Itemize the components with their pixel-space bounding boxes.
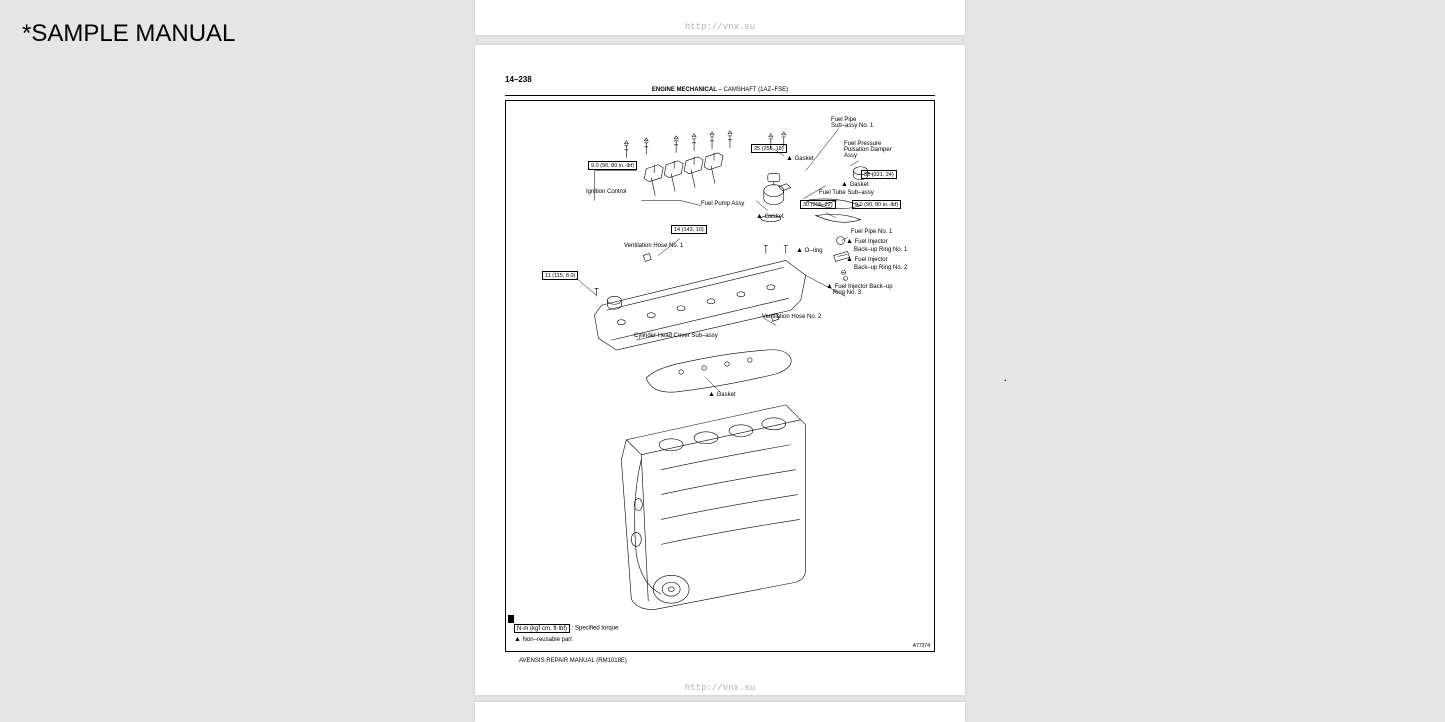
figure-id: A77374 [913, 643, 930, 649]
label-fuel-inj-backup-3: ▲ Fuel Injector Back–up Ring No. 3 [826, 283, 893, 296]
label-vent-hose-2: Ventilation Hose No. 2 [762, 314, 821, 320]
torque-spec-box: 14 (143, 10) [671, 225, 707, 234]
page-footer: AVENSIS REPAIR MANUAL (RM1018E) [519, 658, 935, 664]
stray-dot: . [1004, 370, 1007, 384]
torque-spec-box: 25 (255, 18) [751, 144, 787, 153]
label-fuel-pipe-sub: Fuel PipeSub–assy No. 1 [831, 117, 873, 129]
label-backup-ring-1: Back–up Ring No. 1 [854, 247, 907, 253]
label-gasket: ▲ Gasket [841, 181, 869, 188]
label-fuel-pipe-1: Fuel Pipe No. 1 [851, 229, 892, 235]
label-fuel-pressure-damper: Fuel PressurePulsation DamperAssy [844, 141, 892, 159]
watermark-prev: http://vnx.su [685, 22, 755, 32]
torque-spec-box: 9.0 (90, 80 in.·lbf) [852, 200, 901, 209]
watermark: http://vnx.su [685, 683, 755, 693]
manual-page: 14–238 ENGINE MECHANICAL – CAMSHAFT (1AZ… [475, 45, 965, 695]
label-gasket: ▲ Gasket [708, 391, 736, 398]
engine-diagram-svg [506, 101, 934, 651]
label-gasket: ▲ Gasket [756, 213, 784, 220]
label-fuel-pump: Fuel Pump Assy [701, 201, 744, 207]
legend-block: N·m (kgf·cm, ft·lbf) : Specified torque … [514, 624, 618, 643]
previous-page-sliver: AVENSIS REPAIR MANUAL (RM1018E) http://v… [475, 0, 965, 35]
torque-spec-box: 9.0 (90, 80 in.·lbf) [588, 161, 637, 170]
label-fuel-injector-2: ▲ Fuel Injector [846, 256, 888, 263]
page-number: 14–238 [505, 75, 935, 84]
torque-spec-box: 11 (115, 8.0) [542, 271, 578, 280]
side-tab-icon [508, 615, 514, 623]
label-fuel-injector: ▲ Fuel Injector [846, 238, 888, 245]
legend-specified-torque: : Specified torque [570, 626, 618, 632]
legend-non-reusable: Non–reusable part [523, 637, 572, 643]
sample-manual-label: *SAMPLE MANUAL [22, 20, 235, 48]
label-fuel-tube: Fuel Tube Sub–assy [819, 190, 874, 196]
label-ignition-control: Ignition Control [586, 189, 626, 195]
header-rule: ENGINE MECHANICAL – CAMSHAFT (1AZ–FSE) [505, 86, 935, 96]
torque-spec-box: 33 (331, 24) [861, 170, 897, 179]
label-cylinder-head-cover: Cylinder Head Cover Sub–assy [634, 333, 718, 339]
label-oring: ▲ O–ring [796, 247, 823, 254]
torque-spec-box: 30 (306, 22) [800, 200, 836, 209]
diagram-frame: 9.0 (90, 80 in.·lbf) 25 (255, 18) 33 (33… [505, 100, 935, 652]
legend-torque-box: N·m (kgf·cm, ft·lbf) [514, 624, 570, 633]
label-vent-hose-1: Ventilation Hose No. 1 [624, 243, 683, 249]
label-gasket: ▲ Gasket [786, 155, 814, 162]
header-title: ENGINE MECHANICAL – CAMSHAFT (1AZ–FSE) [652, 87, 788, 93]
next-page-sliver [475, 702, 965, 722]
label-backup-ring-2: Back–up Ring No. 2 [854, 265, 907, 271]
